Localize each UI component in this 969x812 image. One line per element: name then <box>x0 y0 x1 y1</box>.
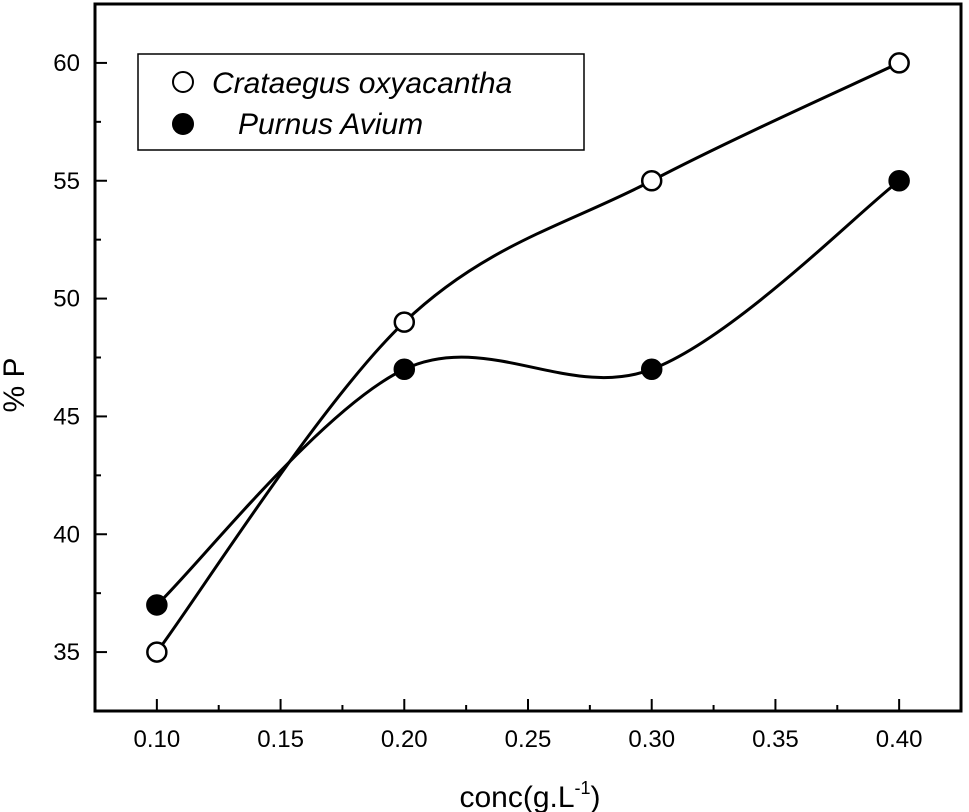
y-axis-ticks: 35 40 45 50 55 60 <box>53 3 107 712</box>
legend-marker-filled <box>172 113 194 135</box>
legend-label-crataegus: Crataegus oxyacantha <box>212 67 512 100</box>
x-tick-label: 0.15 <box>257 726 304 753</box>
legend-marker-open <box>172 71 194 93</box>
data-points <box>146 52 910 663</box>
fit-curve-series-0 <box>155 61 900 653</box>
x-tick-label: 0.10 <box>133 726 180 753</box>
fit-curves <box>155 61 901 653</box>
x-axis-ticks: 0.10 0.15 0.20 0.25 0.30 0.35 0.40 <box>133 699 923 753</box>
x-tick-label: 0.25 <box>505 726 552 753</box>
y-axis-title: % P <box>0 357 31 412</box>
filled-point-series-1 <box>640 358 663 381</box>
filled-point-series-1 <box>888 170 910 192</box>
open-point-series-0 <box>146 641 168 663</box>
open-point-series-0 <box>393 311 416 333</box>
y-tick-label: 40 <box>53 521 80 548</box>
fit-curve-series-1 <box>155 179 901 607</box>
y-tick-label: 55 <box>53 168 80 195</box>
filled-point-series-1 <box>393 358 416 381</box>
x-tick-label: 0.30 <box>628 726 675 753</box>
legend-label-purnus: Purnus Avium <box>238 108 423 141</box>
y-tick-label: 45 <box>53 403 80 430</box>
x-axis-title: conc(g.L-1) <box>459 778 600 812</box>
y-tick-label: 35 <box>53 639 80 666</box>
x-tick-label: 0.40 <box>876 726 923 753</box>
legend: Crataegus oxyacantha Purnus Avium <box>137 53 585 151</box>
open-point-series-0 <box>888 52 910 74</box>
legend-box <box>137 53 585 151</box>
x-tick-label: 0.35 <box>752 726 799 753</box>
filled-point-series-1 <box>146 594 168 616</box>
y-tick-label: 60 <box>53 50 80 77</box>
x-tick-label: 0.20 <box>381 726 428 753</box>
y-tick-label: 50 <box>53 286 80 313</box>
open-point-series-0 <box>640 170 663 192</box>
